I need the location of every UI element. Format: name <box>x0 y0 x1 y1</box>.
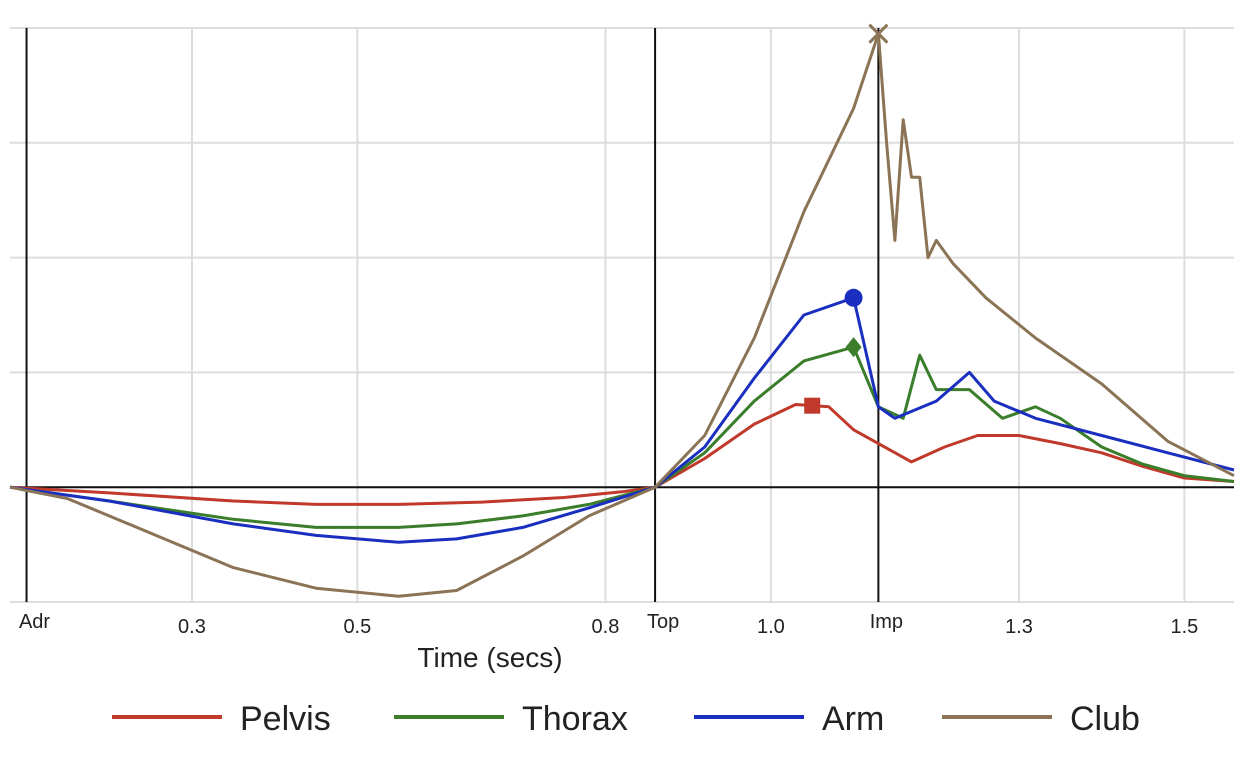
legend-label-arm: Arm <box>822 700 884 738</box>
series-marker-thorax <box>845 337 862 358</box>
series-marker-club <box>868 23 889 44</box>
event-labels: Adr Top Imp <box>19 611 903 633</box>
legend-label-club: Club <box>1070 700 1140 738</box>
series-markers <box>804 23 889 414</box>
x-tick-label: 1.3 <box>1005 616 1033 638</box>
x-tick-labels: 0.3 0.5 0.8 1.0 1.3 1.5 <box>178 616 1198 638</box>
series-marker-arm <box>844 288 863 307</box>
legend-item-club: Club <box>942 700 1140 738</box>
series-line-pelvis <box>9 403 1235 506</box>
x-tick-label: 0.5 <box>343 616 371 638</box>
event-label-imp: Imp <box>870 611 903 633</box>
event-label-top: Top <box>647 611 679 633</box>
legend-item-pelvis: Pelvis <box>112 700 331 738</box>
x-tick-label: 0.8 <box>592 616 620 638</box>
legend-item-thorax: Thorax <box>394 700 628 738</box>
series-line-club <box>9 32 1235 598</box>
series-marker-pelvis <box>804 397 821 414</box>
legend: Pelvis Thorax Arm Club <box>112 700 1140 738</box>
event-lines <box>25 28 880 602</box>
x-tick-label: 1.5 <box>1170 616 1198 638</box>
legend-label-pelvis: Pelvis <box>240 700 331 738</box>
legend-item-arm: Arm <box>694 700 884 738</box>
series <box>9 32 1235 598</box>
x-axis-title: Time (secs) <box>417 642 562 673</box>
event-label-adr: Adr <box>19 611 50 633</box>
x-tick-label: 1.0 <box>757 616 785 638</box>
legend-label-thorax: Thorax <box>522 700 628 738</box>
series-line-arm <box>9 296 1235 544</box>
x-tick-label: 0.3 <box>178 616 206 638</box>
